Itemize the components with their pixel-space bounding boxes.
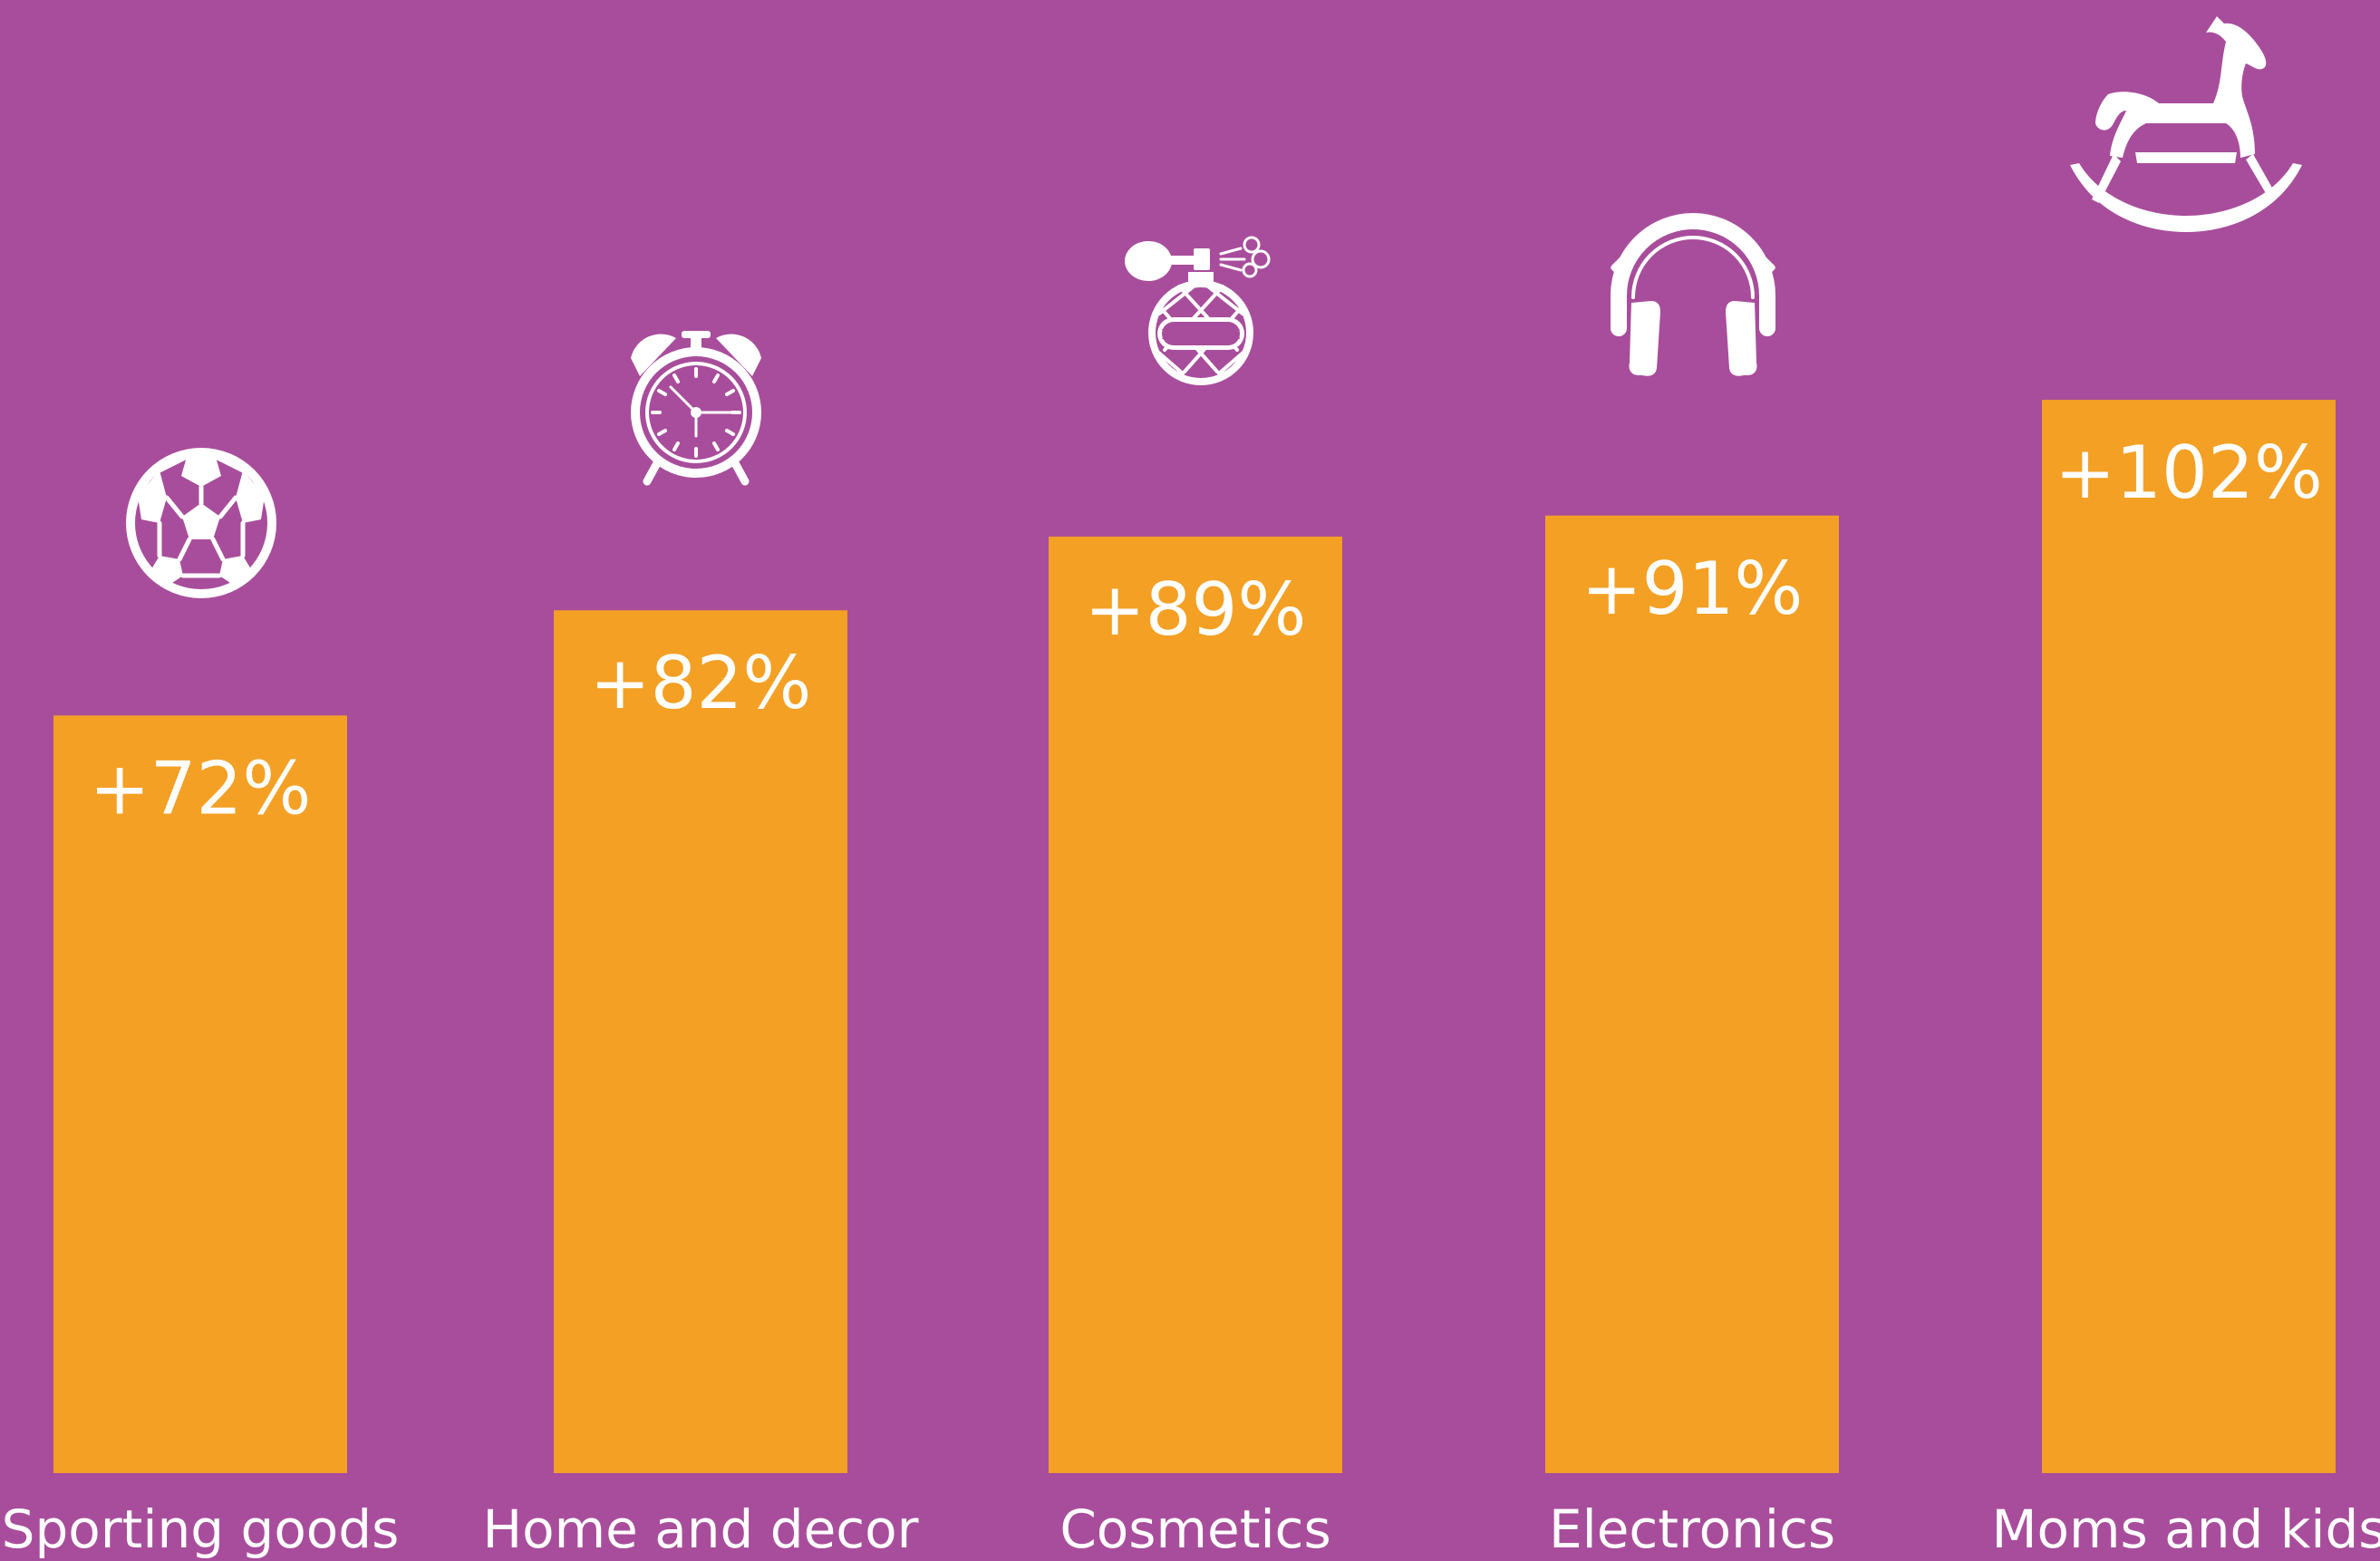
soccer-ball-icon [126,448,276,598]
value-label-4: +91% [1582,547,1804,631]
bar-5 [2042,400,2336,1474]
bar-1 [53,715,347,1473]
category-label-1: Sporting goods [2,1498,400,1560]
perfume-bottle-icon: PERFUME [1125,236,1271,385]
perfume-label: PERFUME [1162,326,1241,343]
bar-2 [554,610,847,1473]
bar-4 [1545,515,1839,1473]
headphones-icon [1611,213,1775,376]
bar-3 [1049,536,1342,1473]
value-label-1: +72% [90,746,312,830]
category-label-3: Cosmetics [1059,1498,1330,1560]
rocking-horse-icon [2070,16,2302,232]
value-label-2: +82% [590,641,812,725]
category-labels: Sporting goods Home and decor Cosmetics Ele… [2,1498,2380,1560]
category-label-5: Moms and kids [1992,1498,2380,1560]
value-labels: +72% +82% +89% +91% +102% [90,431,2323,830]
alarm-clock-icon [631,331,761,486]
value-label-3: +89% [1085,567,1307,652]
category-label-2: Home and decor [483,1498,919,1560]
bars [53,400,2336,1474]
category-label-4: Electronics [1549,1498,1835,1560]
value-label-5: +102% [2055,431,2323,515]
